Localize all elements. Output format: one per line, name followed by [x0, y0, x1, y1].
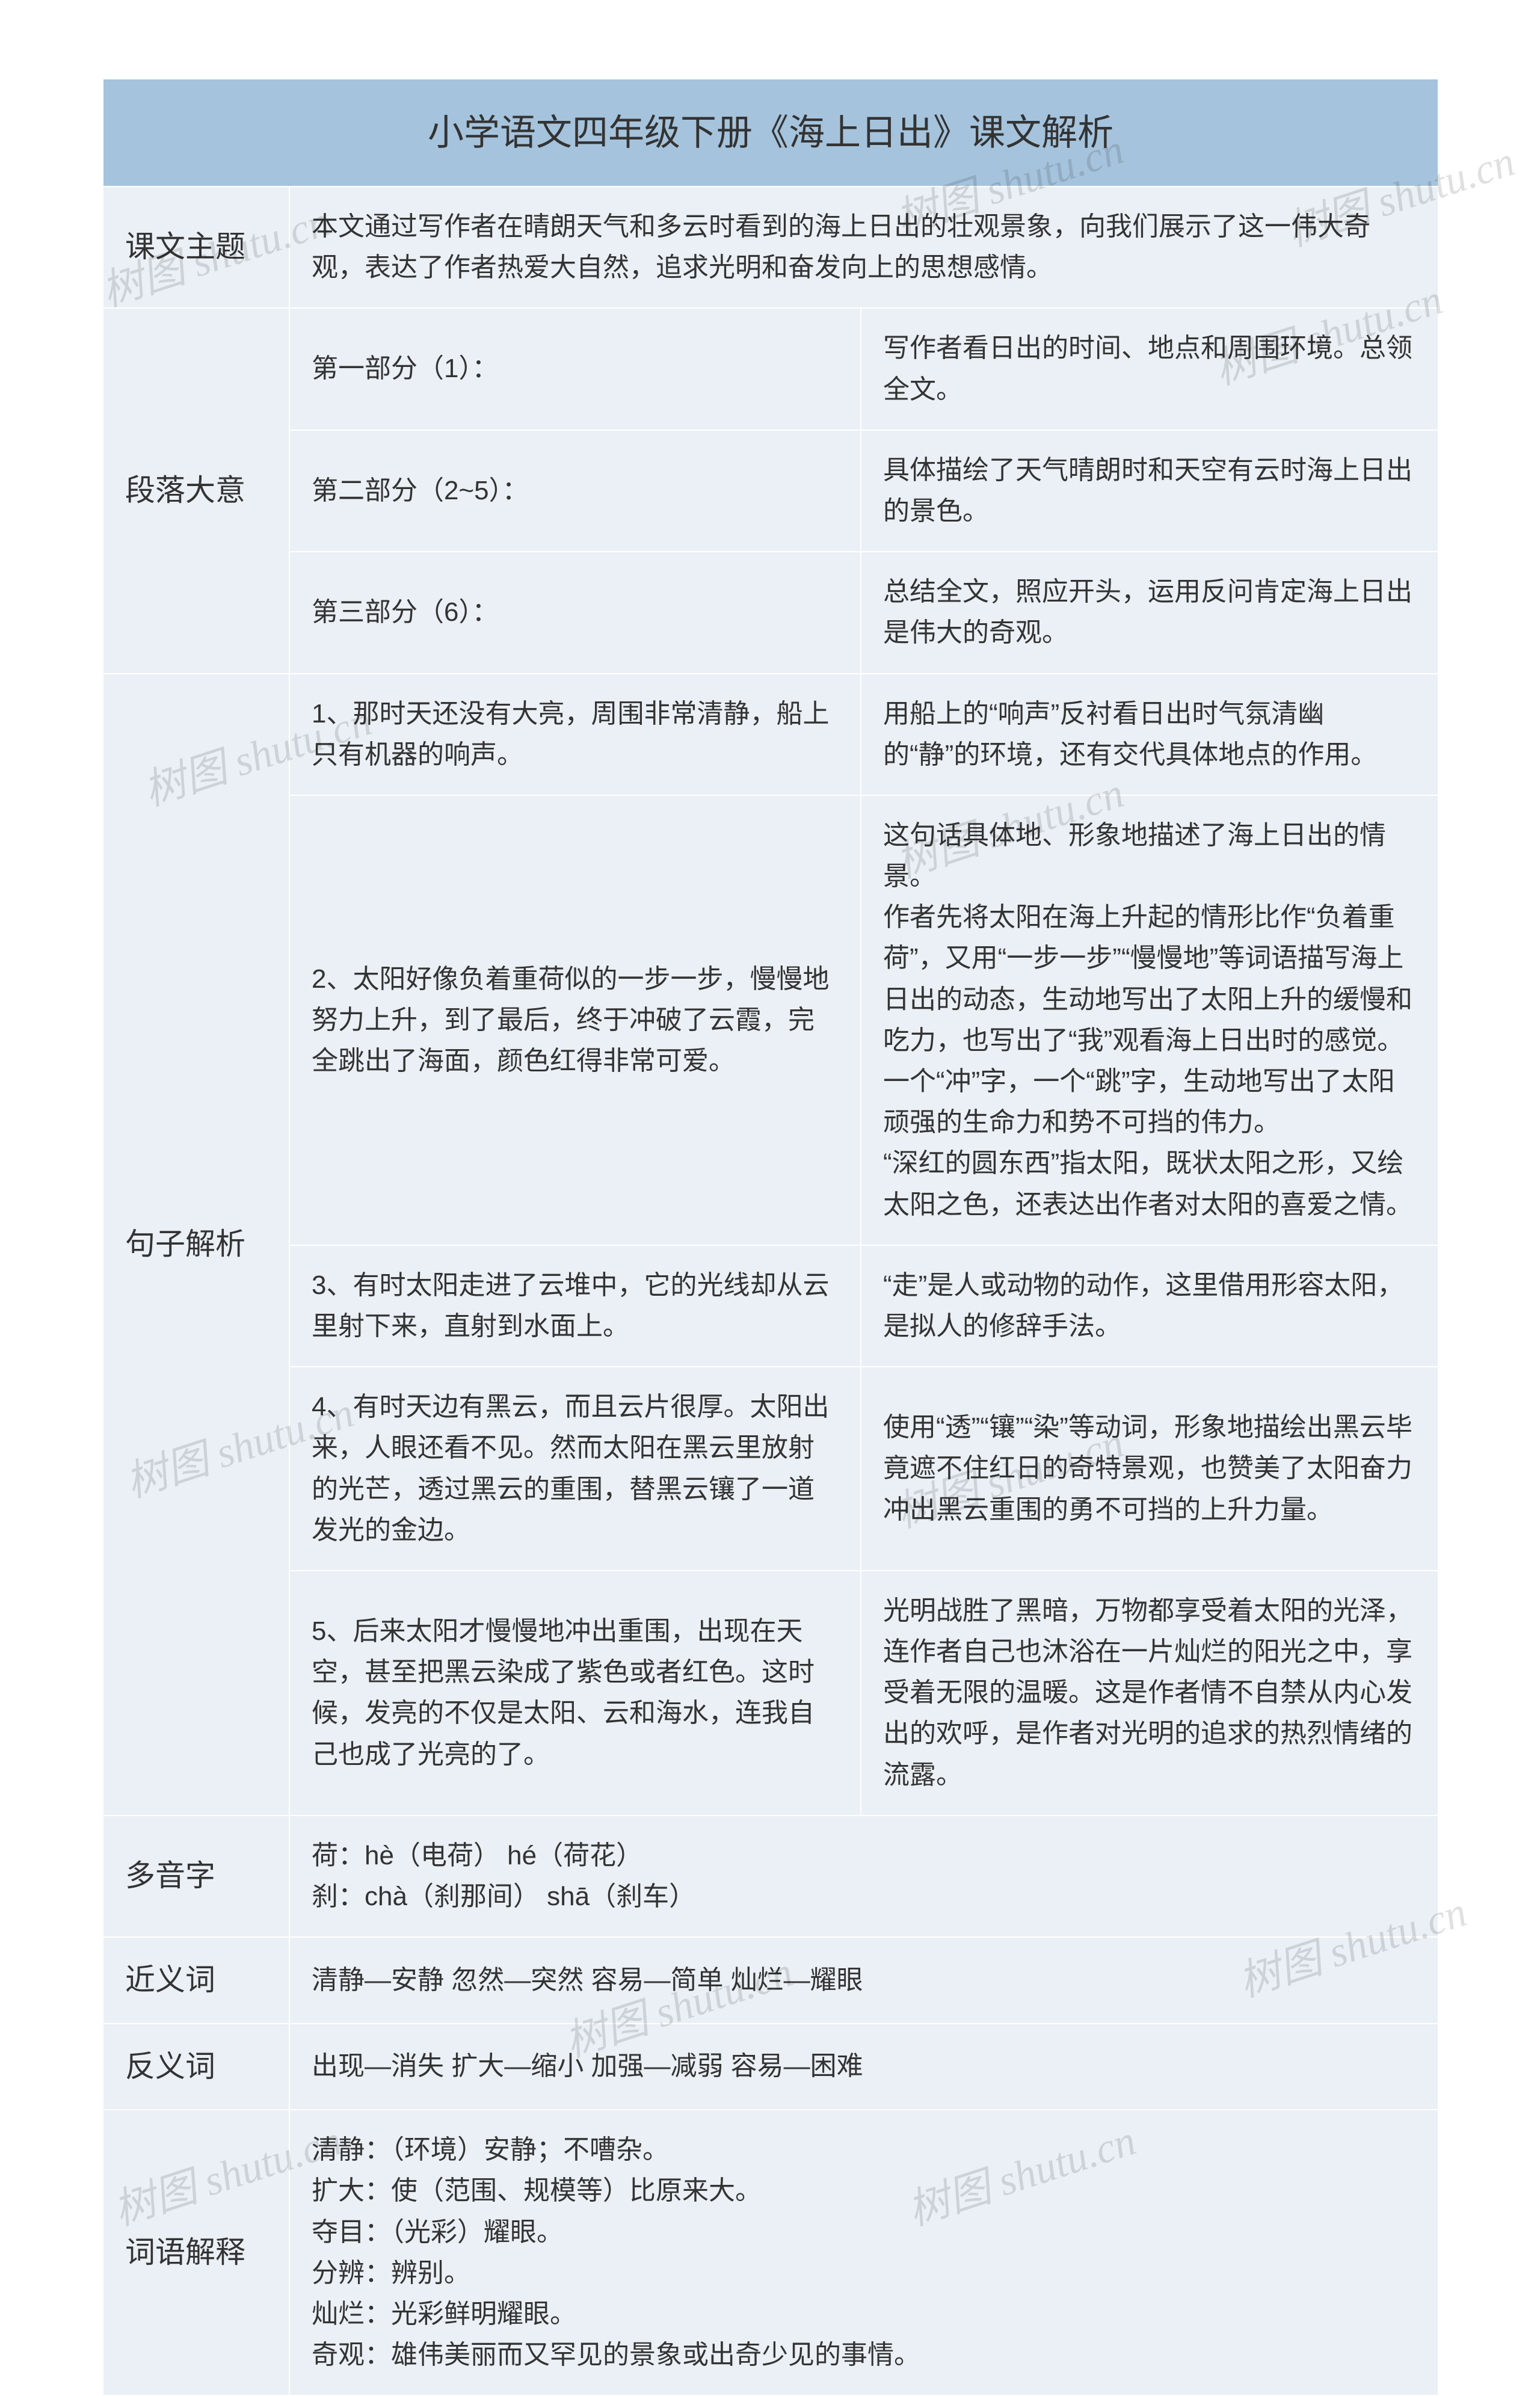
section-left-2: 第三部分（6）：: [289, 552, 861, 673]
sentence-left-2: 3、有时太阳走进了云堆中，它的光线却从云里射下来，直射到水面上。: [289, 1245, 861, 1367]
label-sentences: 句子解析: [103, 674, 289, 1815]
sentence-left-4: 5、后来太阳才慢慢地冲出重围，出现在天空，甚至把黑云染成了紫色或者红色。这时候，…: [289, 1571, 861, 1815]
sentence-right-0: 用船上的“响声”反衬看日出时气氛清幽的“静”的环境，还有交代具体地点的作用。: [861, 674, 1438, 795]
sentence-left-0: 1、那时天还没有大亮，周围非常清静，船上只有机器的响声。: [289, 674, 861, 795]
body-synonym: 清静—安静 忽然—突然 容易—简单 灿烂—耀眼: [289, 1937, 1438, 2024]
section-right-2: 总结全文，照应开头，运用反问肯定海上日出是伟大的奇观。: [861, 552, 1438, 673]
sentence-left-1: 2、太阳好像负着重荷似的一步一步，慢慢地努力上升，到了最后，终于冲破了云霞，完全…: [289, 795, 861, 1245]
body-glossary: 清静：（环境）安静；不嘈杂。扩大：使（范围、规模等）比原来大。夺目：（光彩）耀眼…: [289, 2110, 1438, 2395]
label-glossary: 词语解释: [103, 2110, 289, 2395]
section-left-1: 第二部分（2~5）：: [289, 430, 861, 552]
page: 小学语文四年级下册《海上日出》课文解析 课文主题 本文通过写作者在晴朗天气和多云…: [0, 0, 1540, 2223]
sentence-right-2: “走”是人或动物的动作，这里借用形容太阳，是拟人的修辞手法。: [861, 1245, 1438, 1367]
sentence-left-3: 4、有时天边有黑云，而且云片很厚。太阳出来，人眼还看不见。然而太阳在黑云里放射的…: [289, 1367, 861, 1571]
label-antonym: 反义词: [103, 2024, 289, 2110]
title-cell: 小学语文四年级下册《海上日出》课文解析: [103, 79, 1438, 186]
sentence-right-3: 使用“透”“镶”“染”等动词，形象地描绘出黑云毕竟遮不住红日的奇特景观，也赞美了…: [861, 1367, 1438, 1571]
table-wrap: 小学语文四年级下册《海上日出》课文解析 课文主题 本文通过写作者在晴朗天气和多云…: [102, 78, 1438, 2396]
sentence-right-1: 这句话具体地、形象地描述了海上日出的情景。作者先将太阳在海上升起的情形比作“负着…: [861, 795, 1438, 1245]
section-right-0: 写作者看日出的时间、地点和周围环境。总领全文。: [861, 308, 1438, 430]
section-left-0: 第一部分（1）：: [289, 308, 861, 430]
label-theme: 课文主题: [103, 186, 289, 308]
label-sections: 段落大意: [103, 308, 289, 673]
label-polyphone: 多音字: [103, 1815, 289, 1937]
section-right-1: 具体描绘了天气晴朗时和天空有云时海上日出的景色。: [861, 430, 1438, 552]
body-polyphone: 荷：hè（电荷） hé（荷花）刹：chà（刹那间） shā（刹车）: [289, 1815, 1438, 1937]
body-antonym: 出现—消失 扩大—缩小 加强—减弱 容易—困难: [289, 2024, 1438, 2110]
analysis-table: 小学语文四年级下册《海上日出》课文解析 课文主题 本文通过写作者在晴朗天气和多云…: [102, 78, 1439, 2396]
sentence-right-4: 光明战胜了黑暗，万物都享受着太阳的光泽，连作者自己也沐浴在一片灿烂的阳光之中，享…: [861, 1571, 1438, 1815]
label-synonym: 近义词: [103, 1937, 289, 2024]
body-theme: 本文通过写作者在晴朗天气和多云时看到的海上日出的壮观景象，向我们展示了这一伟大奇…: [289, 186, 1438, 308]
